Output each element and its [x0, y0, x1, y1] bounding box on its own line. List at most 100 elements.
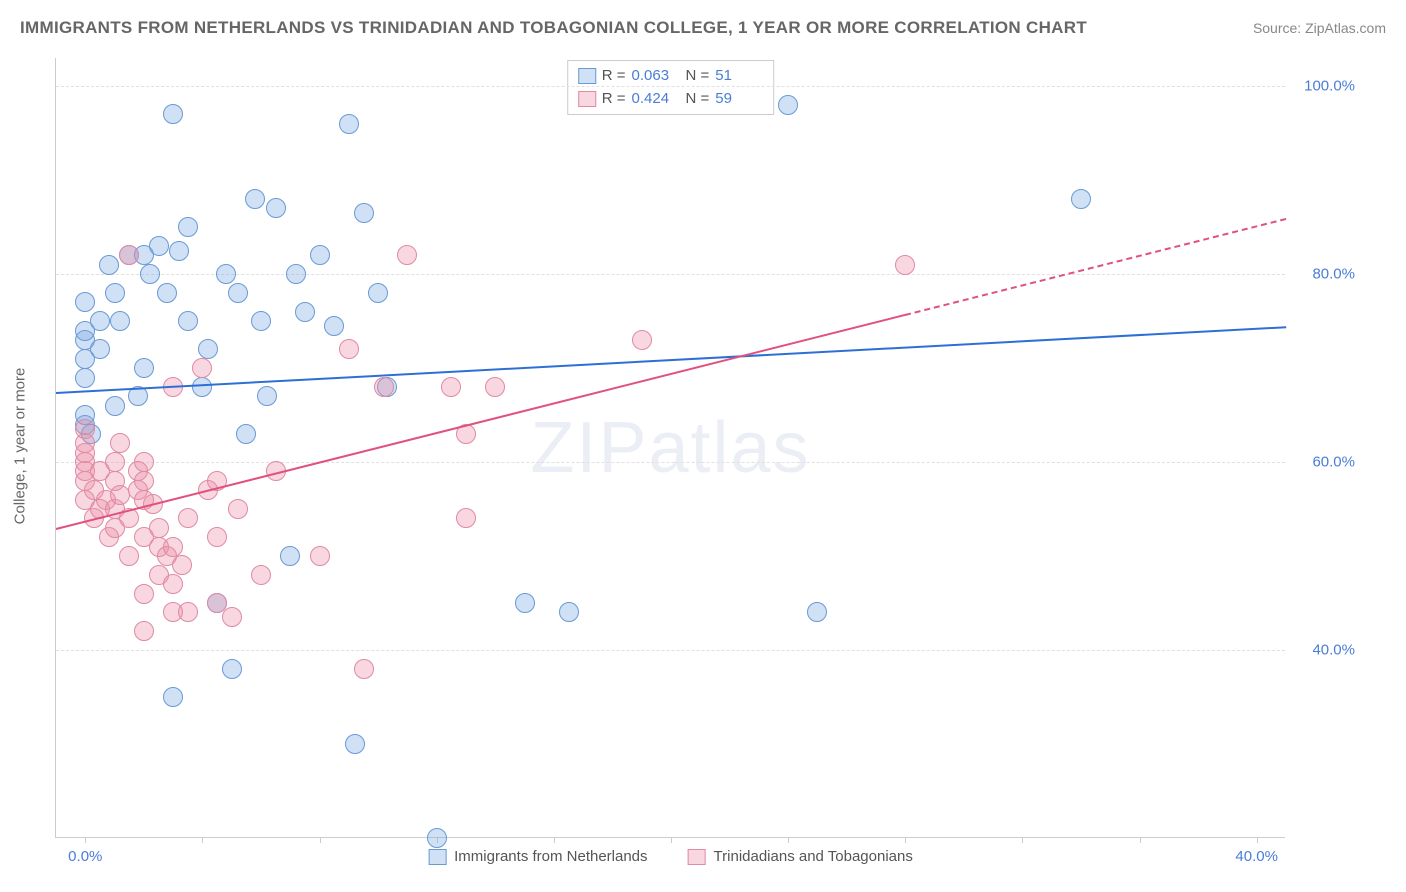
data-point: [485, 377, 505, 397]
data-point: [222, 607, 242, 627]
data-point: [75, 292, 95, 312]
legend-label-1: Immigrants from Netherlands: [454, 848, 647, 865]
data-point: [266, 198, 286, 218]
data-point: [105, 396, 125, 416]
swatch-series-1: [578, 68, 596, 84]
data-point: [149, 518, 169, 538]
data-point: [295, 302, 315, 322]
data-point: [163, 104, 183, 124]
y-tick-label: 100.0%: [1304, 78, 1355, 95]
data-point: [222, 659, 242, 679]
data-point: [310, 546, 330, 566]
data-point: [163, 537, 183, 557]
trend-line: [56, 326, 1286, 394]
swatch-icon: [688, 849, 706, 865]
data-point: [397, 245, 417, 265]
data-point: [807, 602, 827, 622]
data-point: [105, 452, 125, 472]
data-point: [324, 316, 344, 336]
data-point: [559, 602, 579, 622]
data-point: [257, 386, 277, 406]
data-point: [178, 602, 198, 622]
trend-line: [56, 314, 906, 530]
source-credit: Source: ZipAtlas.com: [1253, 20, 1386, 36]
n-label: N =: [686, 65, 710, 88]
n-label: N =: [686, 88, 710, 111]
data-point: [427, 828, 447, 848]
data-point: [456, 508, 476, 528]
data-point: [236, 424, 256, 444]
data-point: [895, 255, 915, 275]
data-point: [90, 311, 110, 331]
x-tick: [202, 837, 203, 843]
data-point: [1071, 189, 1091, 209]
data-point: [251, 565, 271, 585]
data-point: [134, 358, 154, 378]
x-tick: [788, 837, 789, 843]
n-value-2: 59: [715, 88, 763, 111]
data-point: [172, 555, 192, 575]
y-tick-label: 60.0%: [1312, 454, 1355, 471]
series-legend: Immigrants from Netherlands Trinidadians…: [428, 848, 913, 865]
data-point: [207, 527, 227, 547]
swatch-series-2: [578, 91, 596, 107]
r-label: R =: [602, 65, 626, 88]
data-point: [163, 574, 183, 594]
data-point: [354, 659, 374, 679]
x-tick: [320, 837, 321, 843]
legend-label-2: Trinidadians and Tobagonians: [714, 848, 913, 865]
data-point: [110, 433, 130, 453]
data-point: [90, 339, 110, 359]
x-tick: [85, 837, 86, 843]
data-point: [245, 189, 265, 209]
data-point: [134, 621, 154, 641]
n-value-1: 51: [715, 65, 763, 88]
data-point: [134, 471, 154, 491]
data-point: [178, 311, 198, 331]
data-point: [149, 236, 169, 256]
data-point: [778, 95, 798, 115]
r-value-2: 0.424: [632, 88, 680, 111]
x-tick-label: 0.0%: [68, 848, 102, 865]
y-tick-label: 80.0%: [1312, 266, 1355, 283]
data-point: [75, 419, 95, 439]
swatch-icon: [428, 849, 446, 865]
gridline: [56, 86, 1285, 87]
x-tick: [1022, 837, 1023, 843]
gridline: [56, 650, 1285, 651]
data-point: [228, 283, 248, 303]
data-point: [280, 546, 300, 566]
data-point: [134, 584, 154, 604]
data-point: [99, 255, 119, 275]
data-point: [119, 546, 139, 566]
data-point: [251, 311, 271, 331]
gridline: [56, 274, 1285, 275]
data-point: [374, 377, 394, 397]
gridline: [56, 462, 1285, 463]
x-tick: [554, 837, 555, 843]
x-tick: [1257, 837, 1258, 843]
data-point: [632, 330, 652, 350]
x-tick: [671, 837, 672, 843]
data-point: [75, 368, 95, 388]
data-point: [110, 311, 130, 331]
data-point: [192, 358, 212, 378]
data-point: [119, 245, 139, 265]
y-tick-label: 40.0%: [1312, 642, 1355, 659]
data-point: [192, 377, 212, 397]
trend-line: [905, 218, 1286, 316]
data-point: [178, 508, 198, 528]
x-tick-label: 40.0%: [1235, 848, 1278, 865]
data-point: [163, 687, 183, 707]
data-point: [178, 217, 198, 237]
r-value-1: 0.063: [632, 65, 680, 88]
x-tick: [905, 837, 906, 843]
data-point: [169, 241, 189, 261]
data-point: [198, 339, 218, 359]
stats-legend: R = 0.063 N = 51 R = 0.424 N = 59: [567, 60, 775, 115]
data-point: [339, 339, 359, 359]
data-point: [310, 245, 330, 265]
legend-item-1: Immigrants from Netherlands: [428, 848, 647, 865]
data-point: [134, 452, 154, 472]
data-point: [515, 593, 535, 613]
